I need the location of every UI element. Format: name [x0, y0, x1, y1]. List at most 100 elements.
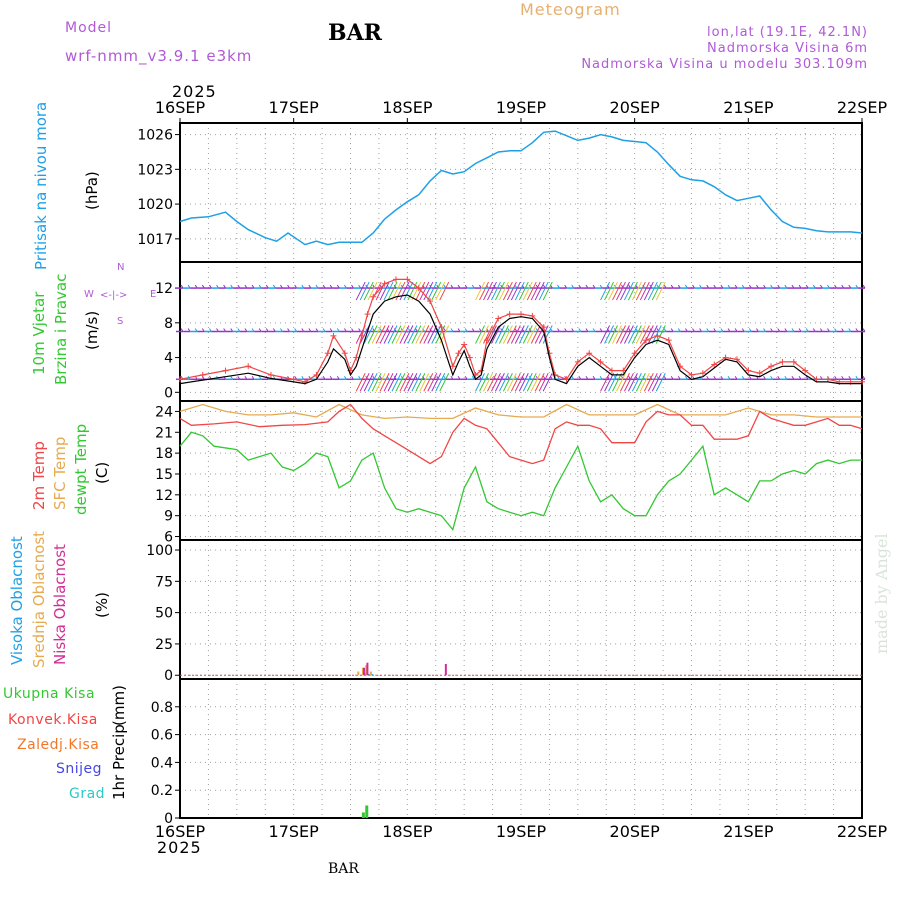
wind-barb-hatch: [643, 373, 654, 392]
wind-barb-flag: [677, 376, 681, 380]
wind-barb-flag: [699, 284, 703, 289]
model-elevation-label: Nadmorska Visina u modelu 303.109m: [581, 57, 868, 72]
wind-barb-flag: [841, 284, 845, 289]
y-tick-label: 75: [155, 574, 173, 590]
wind-barb-hatch: [411, 325, 422, 344]
wind-barb-hatch: [415, 281, 426, 301]
y-tick-label: 18: [155, 446, 173, 462]
wind-barb-hatch: [419, 373, 430, 392]
wind-barb-flag: [592, 284, 596, 289]
wind-barb-hatch: [639, 373, 650, 392]
wind-barb-flag: [748, 284, 752, 289]
wind-barb-hatch: [616, 325, 626, 344]
wind-barb-flag: [358, 328, 362, 332]
wind-barb-flag: [720, 328, 724, 332]
wind-barb-flag: [358, 376, 362, 380]
wind-barb-flag: [230, 284, 234, 289]
wind-barb-hatch: [435, 325, 446, 344]
station-title: BAR: [328, 20, 382, 46]
wind-barb-hatch: [375, 373, 386, 392]
wind-barb-hatch: [530, 325, 541, 344]
wind-barb-flag: [464, 376, 468, 380]
wind-barb-flag: [457, 376, 461, 380]
wind-barb-hatch: [518, 373, 529, 392]
wind-barb-flag: [258, 284, 262, 289]
wind-barb-flag: [329, 376, 333, 380]
wind-barb-hatch: [411, 373, 422, 392]
wind-barb-hatch: [530, 373, 541, 392]
wind-barb-hatch: [502, 281, 513, 301]
wind-barb-flag: [237, 376, 241, 380]
compass-e: E: [150, 289, 157, 300]
wind-barb-hatch: [423, 373, 434, 392]
wind-barb-flag: [571, 328, 575, 332]
wind-barb-hatch: [651, 281, 662, 301]
wind-barb-flag: [315, 284, 319, 289]
wind-barb-hatch: [534, 281, 545, 301]
wind-barb-hatch: [419, 281, 430, 301]
model-name: wrf-nmm_v3.9.1 e3km: [65, 47, 253, 65]
wind-barb-hatch: [631, 325, 642, 344]
wind-barb-hatch: [635, 325, 646, 344]
wind-barb-flag: [684, 284, 688, 289]
y-tick-label: 1023: [137, 162, 173, 178]
wind-barb-flag: [578, 376, 582, 380]
wind-barb-flag: [777, 328, 781, 332]
wind-barb-flag: [223, 328, 227, 332]
wind-barb-flag: [791, 284, 795, 289]
wind-barb-flag: [841, 376, 845, 380]
wind-barb-flag: [663, 328, 667, 332]
wind-barb-flag: [578, 328, 582, 332]
wind-barb-hatch: [411, 281, 422, 301]
x-tick-label-top: 17SEP: [269, 98, 320, 117]
precip-bar: [365, 805, 369, 818]
wind-barb-flag: [763, 376, 766, 380]
wind-barb-hatch: [475, 325, 485, 344]
wind-barb-flag: [848, 376, 852, 380]
wind-speed-line: [179, 294, 862, 385]
wind-barb-flag: [798, 284, 802, 289]
wind-barb-hatch: [623, 281, 634, 301]
wind-barb-hatch: [655, 281, 666, 301]
wind-barb-flag: [223, 284, 227, 289]
legend-hail: Grad: [69, 786, 106, 802]
sfc-temp-line: [179, 403, 862, 420]
wind-barb-flag: [734, 376, 738, 380]
x-tick-label-top: 19SEP: [496, 98, 547, 117]
wind-barb-flag: [194, 328, 198, 332]
wind-barb-flag: [585, 328, 589, 332]
compass-w: W: [84, 289, 94, 300]
wind-barb-hatch: [647, 373, 658, 392]
wind-barb-hatch: [355, 373, 366, 392]
y-tick-label: 100: [146, 543, 173, 559]
wind-barb-hatch: [423, 281, 434, 301]
x-tick-label-bottom: 19SEP: [496, 822, 547, 841]
wind-barb-flag: [258, 328, 262, 332]
wind-barb-hatch: [498, 281, 509, 301]
wind-barb-hatch: [371, 373, 382, 392]
wind-barb-flag: [343, 284, 347, 289]
footer-label: BAR: [328, 861, 359, 877]
wind-barb-hatch: [631, 373, 642, 392]
wind-barb-hatch: [399, 281, 410, 301]
wind-barb-hatch: [600, 325, 611, 344]
y-tick-label: 0: [164, 811, 173, 827]
wind-barb-hatch: [604, 281, 614, 301]
wind-barb-hatch: [387, 373, 398, 392]
wind-barb-flag: [230, 376, 234, 380]
wind-barb-flag: [557, 376, 560, 380]
wind-barb-hatch: [639, 325, 650, 344]
wind-barb-flag: [564, 284, 568, 289]
wind-barb-hatch: [514, 373, 525, 392]
wind-barb-hatch: [475, 373, 485, 392]
cloud-bar: [366, 662, 369, 676]
wind-barb-flag: [819, 328, 823, 332]
wind-barb-flag: [855, 284, 859, 289]
wind-barb-hatch: [612, 373, 622, 392]
wind-barb-flag: [194, 284, 198, 289]
wind-barb-hatch: [395, 373, 406, 392]
y-tick-label: 0.4: [151, 755, 173, 771]
wind-barb-hatch: [498, 325, 509, 344]
cloud-bar: [363, 667, 366, 676]
